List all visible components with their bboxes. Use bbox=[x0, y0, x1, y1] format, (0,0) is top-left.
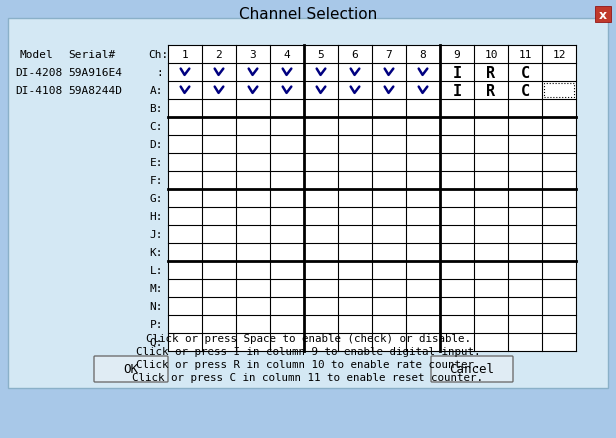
Text: I: I bbox=[452, 65, 461, 80]
Text: Serial#: Serial# bbox=[68, 50, 115, 60]
Text: 2: 2 bbox=[216, 50, 222, 60]
Text: M:: M: bbox=[150, 283, 163, 293]
Text: 6: 6 bbox=[352, 50, 359, 60]
Text: 9: 9 bbox=[453, 50, 460, 60]
Text: G:: G: bbox=[150, 194, 163, 204]
FancyBboxPatch shape bbox=[94, 356, 168, 382]
Text: x: x bbox=[599, 8, 607, 21]
Text: 1: 1 bbox=[182, 50, 188, 60]
Text: R: R bbox=[487, 83, 495, 98]
Text: Model: Model bbox=[20, 50, 54, 60]
Text: Click or press Space to enable (check) or disable.: Click or press Space to enable (check) o… bbox=[145, 333, 471, 343]
Text: DI-4108: DI-4108 bbox=[15, 86, 62, 96]
Text: 59A916E4: 59A916E4 bbox=[68, 68, 122, 78]
Bar bbox=[168, 46, 576, 351]
Bar bbox=[595, 7, 611, 23]
Text: Click or press I in column 9 to enable digital input.: Click or press I in column 9 to enable d… bbox=[136, 346, 480, 356]
Text: J:: J: bbox=[150, 230, 163, 240]
Text: 7: 7 bbox=[386, 50, 392, 60]
Text: 11: 11 bbox=[518, 50, 532, 60]
Text: E:: E: bbox=[150, 158, 163, 168]
Text: F:: F: bbox=[150, 176, 163, 186]
Text: B:: B: bbox=[150, 104, 163, 114]
Text: 12: 12 bbox=[553, 50, 565, 60]
Text: DI-4208: DI-4208 bbox=[15, 68, 62, 78]
Text: Channel Selection: Channel Selection bbox=[239, 7, 377, 21]
Text: D:: D: bbox=[150, 140, 163, 150]
Text: R: R bbox=[487, 65, 495, 80]
Text: H:: H: bbox=[150, 212, 163, 222]
Text: Q:: Q: bbox=[150, 337, 163, 347]
Text: 4: 4 bbox=[283, 50, 290, 60]
Text: 8: 8 bbox=[419, 50, 426, 60]
Text: :: : bbox=[156, 68, 163, 78]
FancyBboxPatch shape bbox=[431, 356, 513, 382]
Text: 5: 5 bbox=[318, 50, 325, 60]
Text: C:: C: bbox=[150, 122, 163, 132]
Text: C: C bbox=[521, 65, 530, 80]
Text: P:: P: bbox=[150, 319, 163, 329]
Text: N:: N: bbox=[150, 301, 163, 311]
Text: K:: K: bbox=[150, 247, 163, 258]
Text: Ch:: Ch: bbox=[148, 50, 168, 60]
Text: OK: OK bbox=[123, 363, 139, 376]
Bar bbox=[544, 84, 574, 98]
Text: A:: A: bbox=[150, 86, 163, 96]
Text: Cancel: Cancel bbox=[450, 363, 495, 376]
Text: Click or press R in column 10 to enable rate counter.: Click or press R in column 10 to enable … bbox=[136, 359, 480, 369]
Text: L:: L: bbox=[150, 265, 163, 276]
Text: 3: 3 bbox=[249, 50, 256, 60]
Text: 59A8244D: 59A8244D bbox=[68, 86, 122, 96]
Text: I: I bbox=[452, 83, 461, 98]
Bar bbox=[8, 19, 608, 388]
Text: Click or press C in column 11 to enable reset counter.: Click or press C in column 11 to enable … bbox=[132, 372, 484, 382]
Text: C: C bbox=[521, 83, 530, 98]
Text: 10: 10 bbox=[484, 50, 498, 60]
